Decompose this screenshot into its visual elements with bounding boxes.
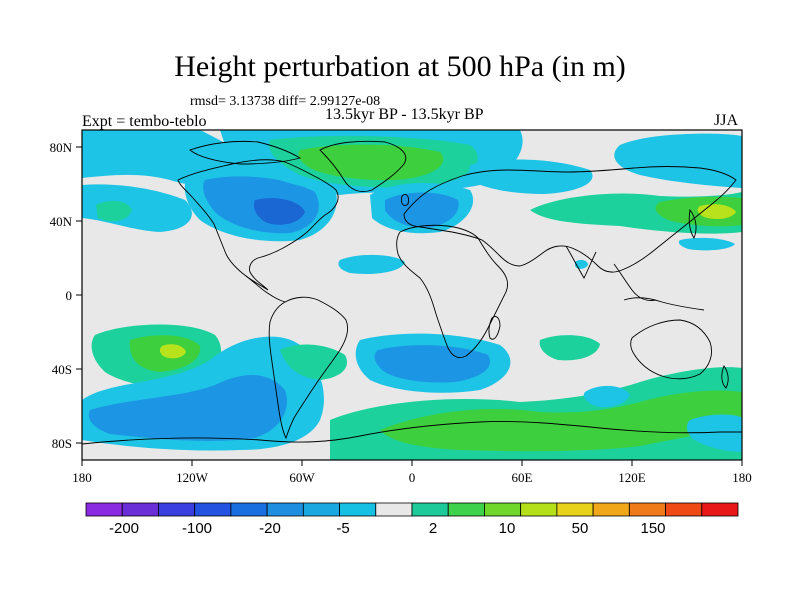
new-zealand-coastline bbox=[721, 365, 729, 389]
colorbar-swatch bbox=[628, 502, 666, 517]
colorbar-swatch bbox=[447, 502, 485, 517]
yellow-green-region bbox=[159, 344, 186, 359]
colorbar-label: 2 bbox=[429, 520, 437, 537]
colorbar-swatch bbox=[701, 502, 739, 517]
light-blue-region bbox=[468, 159, 593, 194]
colorbar-swatch bbox=[194, 502, 232, 517]
teal-region bbox=[539, 335, 600, 361]
lat-label: 80S bbox=[52, 436, 72, 451]
lon-label: 0 bbox=[409, 470, 416, 485]
lat-label: 40N bbox=[50, 214, 73, 229]
colorbar-swatch bbox=[302, 502, 340, 517]
india-coastline bbox=[565, 245, 597, 279]
colorbar-swatch bbox=[266, 502, 304, 517]
right-subtitle: JJA bbox=[714, 112, 739, 129]
lon-label: 120W bbox=[176, 470, 209, 485]
lon-label: 120E bbox=[618, 470, 646, 485]
left-subtitle: Expt = tembo-teblo bbox=[82, 113, 207, 130]
colorbar-swatch bbox=[484, 502, 522, 517]
africa-coastline bbox=[396, 224, 509, 359]
plot-title: Height perturbation at 500 hPa (in m) bbox=[174, 50, 626, 83]
lon-label: 180 bbox=[732, 470, 752, 485]
colorbar-swatch bbox=[158, 502, 196, 517]
lon-label: 60E bbox=[512, 470, 533, 485]
lat-label: 80N bbox=[50, 140, 73, 155]
colorbar-label: 50 bbox=[572, 520, 589, 537]
colorbar-label: 10 bbox=[499, 520, 516, 537]
map-panel bbox=[82, 130, 742, 460]
light-blue-region bbox=[583, 385, 630, 408]
coastlines bbox=[82, 140, 742, 445]
blue-region bbox=[374, 345, 491, 383]
light-blue-region bbox=[686, 414, 742, 452]
british-isles-coastline bbox=[401, 193, 409, 207]
axis-ticks bbox=[76, 146, 743, 466]
green-region bbox=[298, 144, 444, 181]
colorbar-swatch bbox=[665, 502, 703, 517]
colorbar-label: -5 bbox=[336, 520, 349, 537]
blue-region bbox=[385, 192, 459, 228]
lat-label: 40S bbox=[52, 362, 72, 377]
colorbar-swatch bbox=[556, 502, 594, 517]
colorbar-label: -20 bbox=[259, 520, 281, 537]
colorbar-label: -200 bbox=[109, 520, 139, 537]
south-america-coastline bbox=[268, 296, 349, 440]
colorbar-swatch bbox=[592, 502, 630, 517]
colorbar-swatch bbox=[230, 502, 268, 517]
lat-label: 0 bbox=[66, 288, 73, 303]
arctic-archipelago-coastline bbox=[189, 140, 302, 165]
colorbar-label: -100 bbox=[182, 520, 212, 537]
greenland-coastline bbox=[319, 140, 407, 192]
center-subtitle: 13.5kyr BP - 13.5kyr BP bbox=[325, 106, 484, 123]
north-america-coastline bbox=[177, 159, 339, 291]
japan-coastline bbox=[688, 208, 697, 239]
central-america-coastline bbox=[245, 275, 286, 303]
light-blue-region bbox=[575, 259, 588, 269]
colorbar-swatch bbox=[121, 502, 159, 517]
lon-label: 60W bbox=[289, 470, 315, 485]
australia-coastline bbox=[630, 319, 712, 380]
blue-region bbox=[88, 374, 287, 441]
colorbar-swatch bbox=[520, 502, 558, 517]
colorbar-swatch bbox=[375, 502, 413, 517]
anomaly-shading bbox=[82, 130, 742, 460]
lon-label: 180 bbox=[72, 470, 92, 485]
antarctica-coastline bbox=[82, 421, 742, 445]
dark-blue-region bbox=[253, 198, 305, 225]
green-region bbox=[380, 390, 742, 452]
colorbar-swatch bbox=[339, 502, 377, 517]
colorbar bbox=[85, 502, 739, 517]
stats-text: rmsd= 3.13738 diff= 2.99127e-08 bbox=[190, 94, 381, 109]
madagascar-coastline bbox=[488, 315, 501, 340]
light-blue-region bbox=[678, 237, 735, 251]
colorbar-swatch bbox=[411, 502, 449, 517]
indonesia-coastline bbox=[623, 297, 705, 311]
light-blue-region bbox=[614, 133, 742, 188]
teal-region bbox=[280, 344, 348, 380]
colorbar-swatch bbox=[85, 502, 123, 517]
light-blue-region bbox=[338, 254, 405, 274]
eurasia-coastline bbox=[403, 166, 737, 273]
southeast-asia-coastline bbox=[613, 263, 657, 301]
teal-region bbox=[96, 200, 132, 222]
colorbar-label: 150 bbox=[640, 520, 665, 537]
